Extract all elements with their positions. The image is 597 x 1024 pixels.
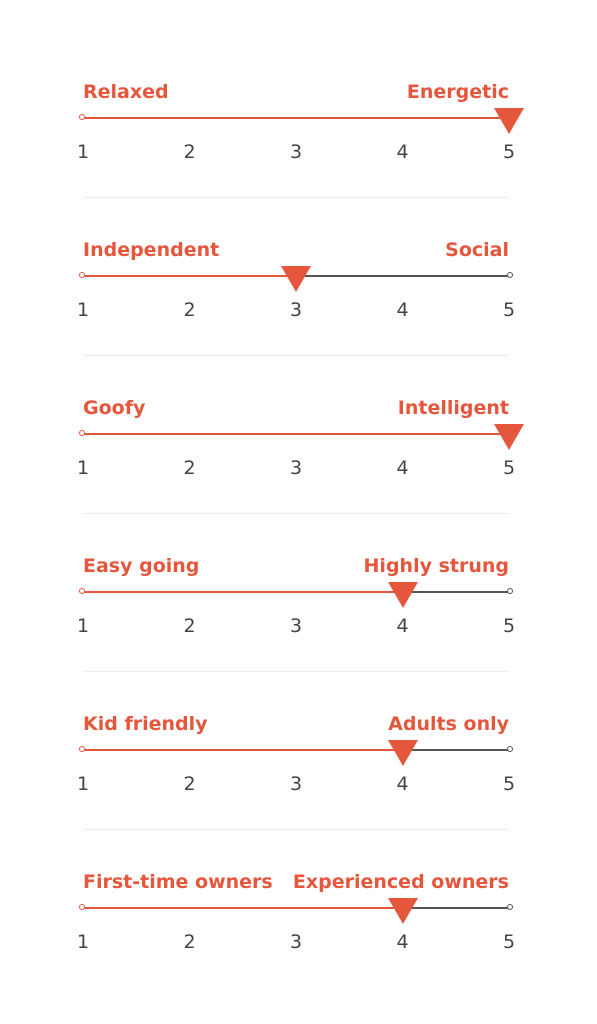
scale-tick-label: 4 xyxy=(396,457,409,479)
trait-slider-fill xyxy=(83,275,296,277)
trait-slider-track xyxy=(79,266,513,292)
track-start-dot xyxy=(79,904,85,910)
trait-slider-track xyxy=(79,108,524,134)
section-divider xyxy=(83,355,509,356)
track-start-dot xyxy=(79,746,85,752)
track-start-dot xyxy=(79,430,85,436)
trait-left-label: Easy going xyxy=(83,555,200,577)
trait-right-label: Experienced owners xyxy=(292,871,509,893)
scale-tick-label: 4 xyxy=(396,299,409,321)
trait-left-label: Relaxed xyxy=(83,81,169,103)
trait-value-marker xyxy=(494,108,524,134)
trait-slider-track xyxy=(79,424,524,450)
trait-scale: Kid friendly Adults only 1 2 3 4 5 xyxy=(0,712,597,842)
section-divider xyxy=(83,671,509,672)
scale-tick-label: 1 xyxy=(76,299,90,321)
scale-tick-label: 2 xyxy=(183,299,196,321)
track-end-dot xyxy=(507,746,513,752)
trait-slider-fill xyxy=(83,591,403,593)
scale-tick-label: 4 xyxy=(396,773,409,795)
trait-scale: First-time owners Experienced owners 1 2 3 4 5 xyxy=(0,870,597,1000)
trait-left-label: Goofy xyxy=(83,397,146,419)
trait-slider-track xyxy=(79,898,513,924)
section-divider xyxy=(83,513,509,514)
scale-tick-label: 3 xyxy=(289,931,303,953)
scale-tick-label: 4 xyxy=(396,931,409,953)
trait-slider-fill xyxy=(83,749,403,751)
trait-slider-fill xyxy=(83,117,509,119)
trait-scale: Relaxed Energetic 1 2 3 4 5 xyxy=(0,80,597,210)
trait-right-label: Social xyxy=(445,239,509,261)
scale-tick-label: 1 xyxy=(76,931,90,953)
scale-tick-label: 2 xyxy=(183,457,196,479)
section-divider xyxy=(83,829,509,830)
scale-tick-label: 1 xyxy=(76,615,90,637)
trait-left-label: Independent xyxy=(83,239,220,261)
trait-left-label: Kid friendly xyxy=(83,713,208,735)
track-start-dot xyxy=(79,114,85,120)
scale-tick-label: 5 xyxy=(502,141,516,163)
trait-left-label: First-time owners xyxy=(83,871,273,893)
trait-slider-track xyxy=(79,582,513,608)
trait-value-marker xyxy=(387,898,418,924)
section-divider xyxy=(83,197,509,198)
track-end-dot xyxy=(507,588,513,594)
trait-right-label: Intelligent xyxy=(397,397,509,419)
trait-right-label: Energetic xyxy=(406,81,509,103)
scale-tick-label: 5 xyxy=(502,773,516,795)
scale-tick-label: 1 xyxy=(76,457,90,479)
track-start-dot xyxy=(79,272,85,278)
trait-scale: Easy going Highly strung 1 2 3 4 5 xyxy=(0,554,597,684)
scale-tick-label: 5 xyxy=(502,299,516,321)
trait-right-label: Adults only xyxy=(388,713,509,735)
trait-scale: Goofy Intelligent 1 2 3 4 5 xyxy=(0,396,597,526)
scale-tick-label: 4 xyxy=(396,141,409,163)
scale-tick-label: 3 xyxy=(289,299,303,321)
trait-value-marker xyxy=(281,266,311,292)
scale-tick-label: 3 xyxy=(289,773,303,795)
scale-tick-label: 1 xyxy=(76,773,90,795)
scale-tick-label: 1 xyxy=(76,141,90,163)
scale-tick-label: 3 xyxy=(289,141,303,163)
scale-tick-label: 5 xyxy=(502,931,516,953)
trait-value-marker xyxy=(387,582,418,608)
scale-tick-label: 5 xyxy=(502,615,516,637)
trait-slider-fill xyxy=(83,907,403,909)
trait-value-marker xyxy=(494,424,524,450)
scale-tick-label: 2 xyxy=(183,931,196,953)
scale-tick-label: 5 xyxy=(502,457,516,479)
trait-value-marker xyxy=(387,740,418,766)
trait-slider-track xyxy=(79,740,513,766)
scale-tick-label: 4 xyxy=(396,615,409,637)
scale-tick-label: 2 xyxy=(183,615,196,637)
scale-tick-label: 2 xyxy=(183,141,196,163)
trait-slider-fill xyxy=(83,433,509,435)
trait-scale: Independent Social 1 2 3 4 5 xyxy=(0,238,597,368)
track-end-dot xyxy=(507,272,513,278)
track-end-dot xyxy=(507,904,513,910)
scale-tick-label: 3 xyxy=(289,457,303,479)
track-start-dot xyxy=(79,588,85,594)
trait-right-label: Highly strung xyxy=(363,555,509,577)
scale-tick-label: 2 xyxy=(183,773,196,795)
scale-tick-label: 3 xyxy=(289,615,303,637)
